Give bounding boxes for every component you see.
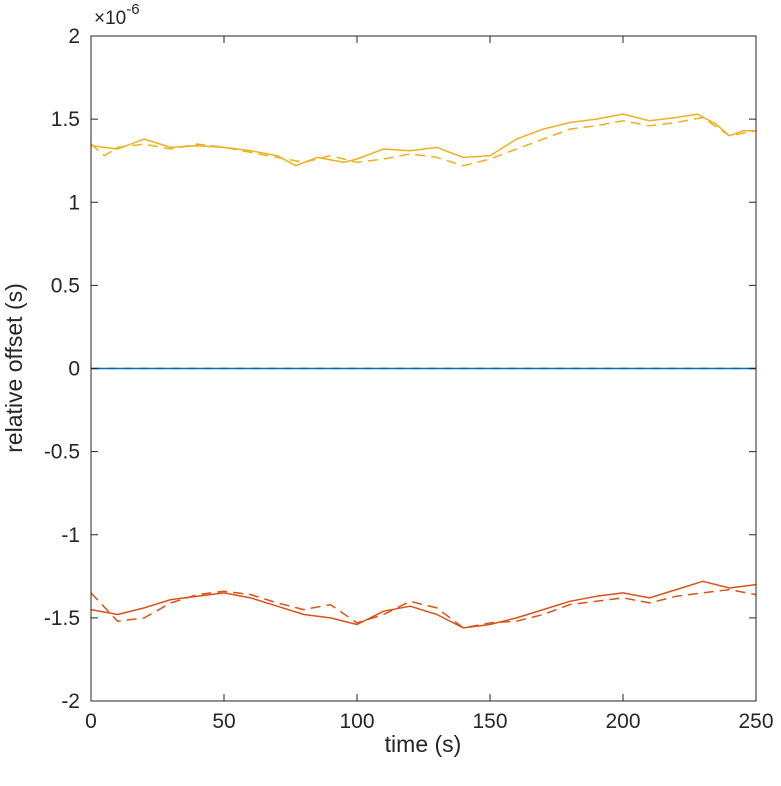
x-tick-label: 0: [85, 710, 97, 733]
y-tick-label: -1: [61, 524, 80, 547]
x-axis-label: time (s): [385, 731, 462, 757]
series-line-6: [90, 588, 757, 629]
y-tick-label: -0.5: [44, 441, 80, 464]
y-tick-label: 1: [68, 191, 80, 214]
x-tick-label: 50: [212, 710, 235, 733]
y-tick-label: 0: [68, 358, 80, 381]
y-tick-label: -2: [61, 690, 80, 713]
x-tick-label: 250: [738, 710, 773, 733]
y-tick-label: 2: [68, 25, 80, 48]
x-tick-label: 150: [472, 710, 507, 733]
y-axis-label: relative offset (s): [1, 283, 27, 453]
y-tick-label: 0.5: [51, 274, 80, 297]
x-tick-label: 200: [605, 710, 640, 733]
series-line-4: [90, 116, 757, 167]
y-tick-label: 1.5: [51, 108, 80, 131]
y-exponent-base: ×10: [94, 8, 126, 29]
x-tick-label: 100: [339, 710, 374, 733]
axes-layer: 0 50 100 150 200 250 2 1.5 1 0.5 0 -0.5 -1 -1.5 -2: [44, 25, 774, 733]
series-layer: [90, 113, 757, 629]
series-line-5: [90, 580, 757, 629]
labels-layer: time (s) relative offset (s) ×10-6: [1, 1, 461, 757]
y-exponent-power: -6: [126, 1, 139, 18]
y-tick-label: -1.5: [44, 607, 80, 630]
y-exponent-label: ×10-6: [94, 1, 140, 29]
